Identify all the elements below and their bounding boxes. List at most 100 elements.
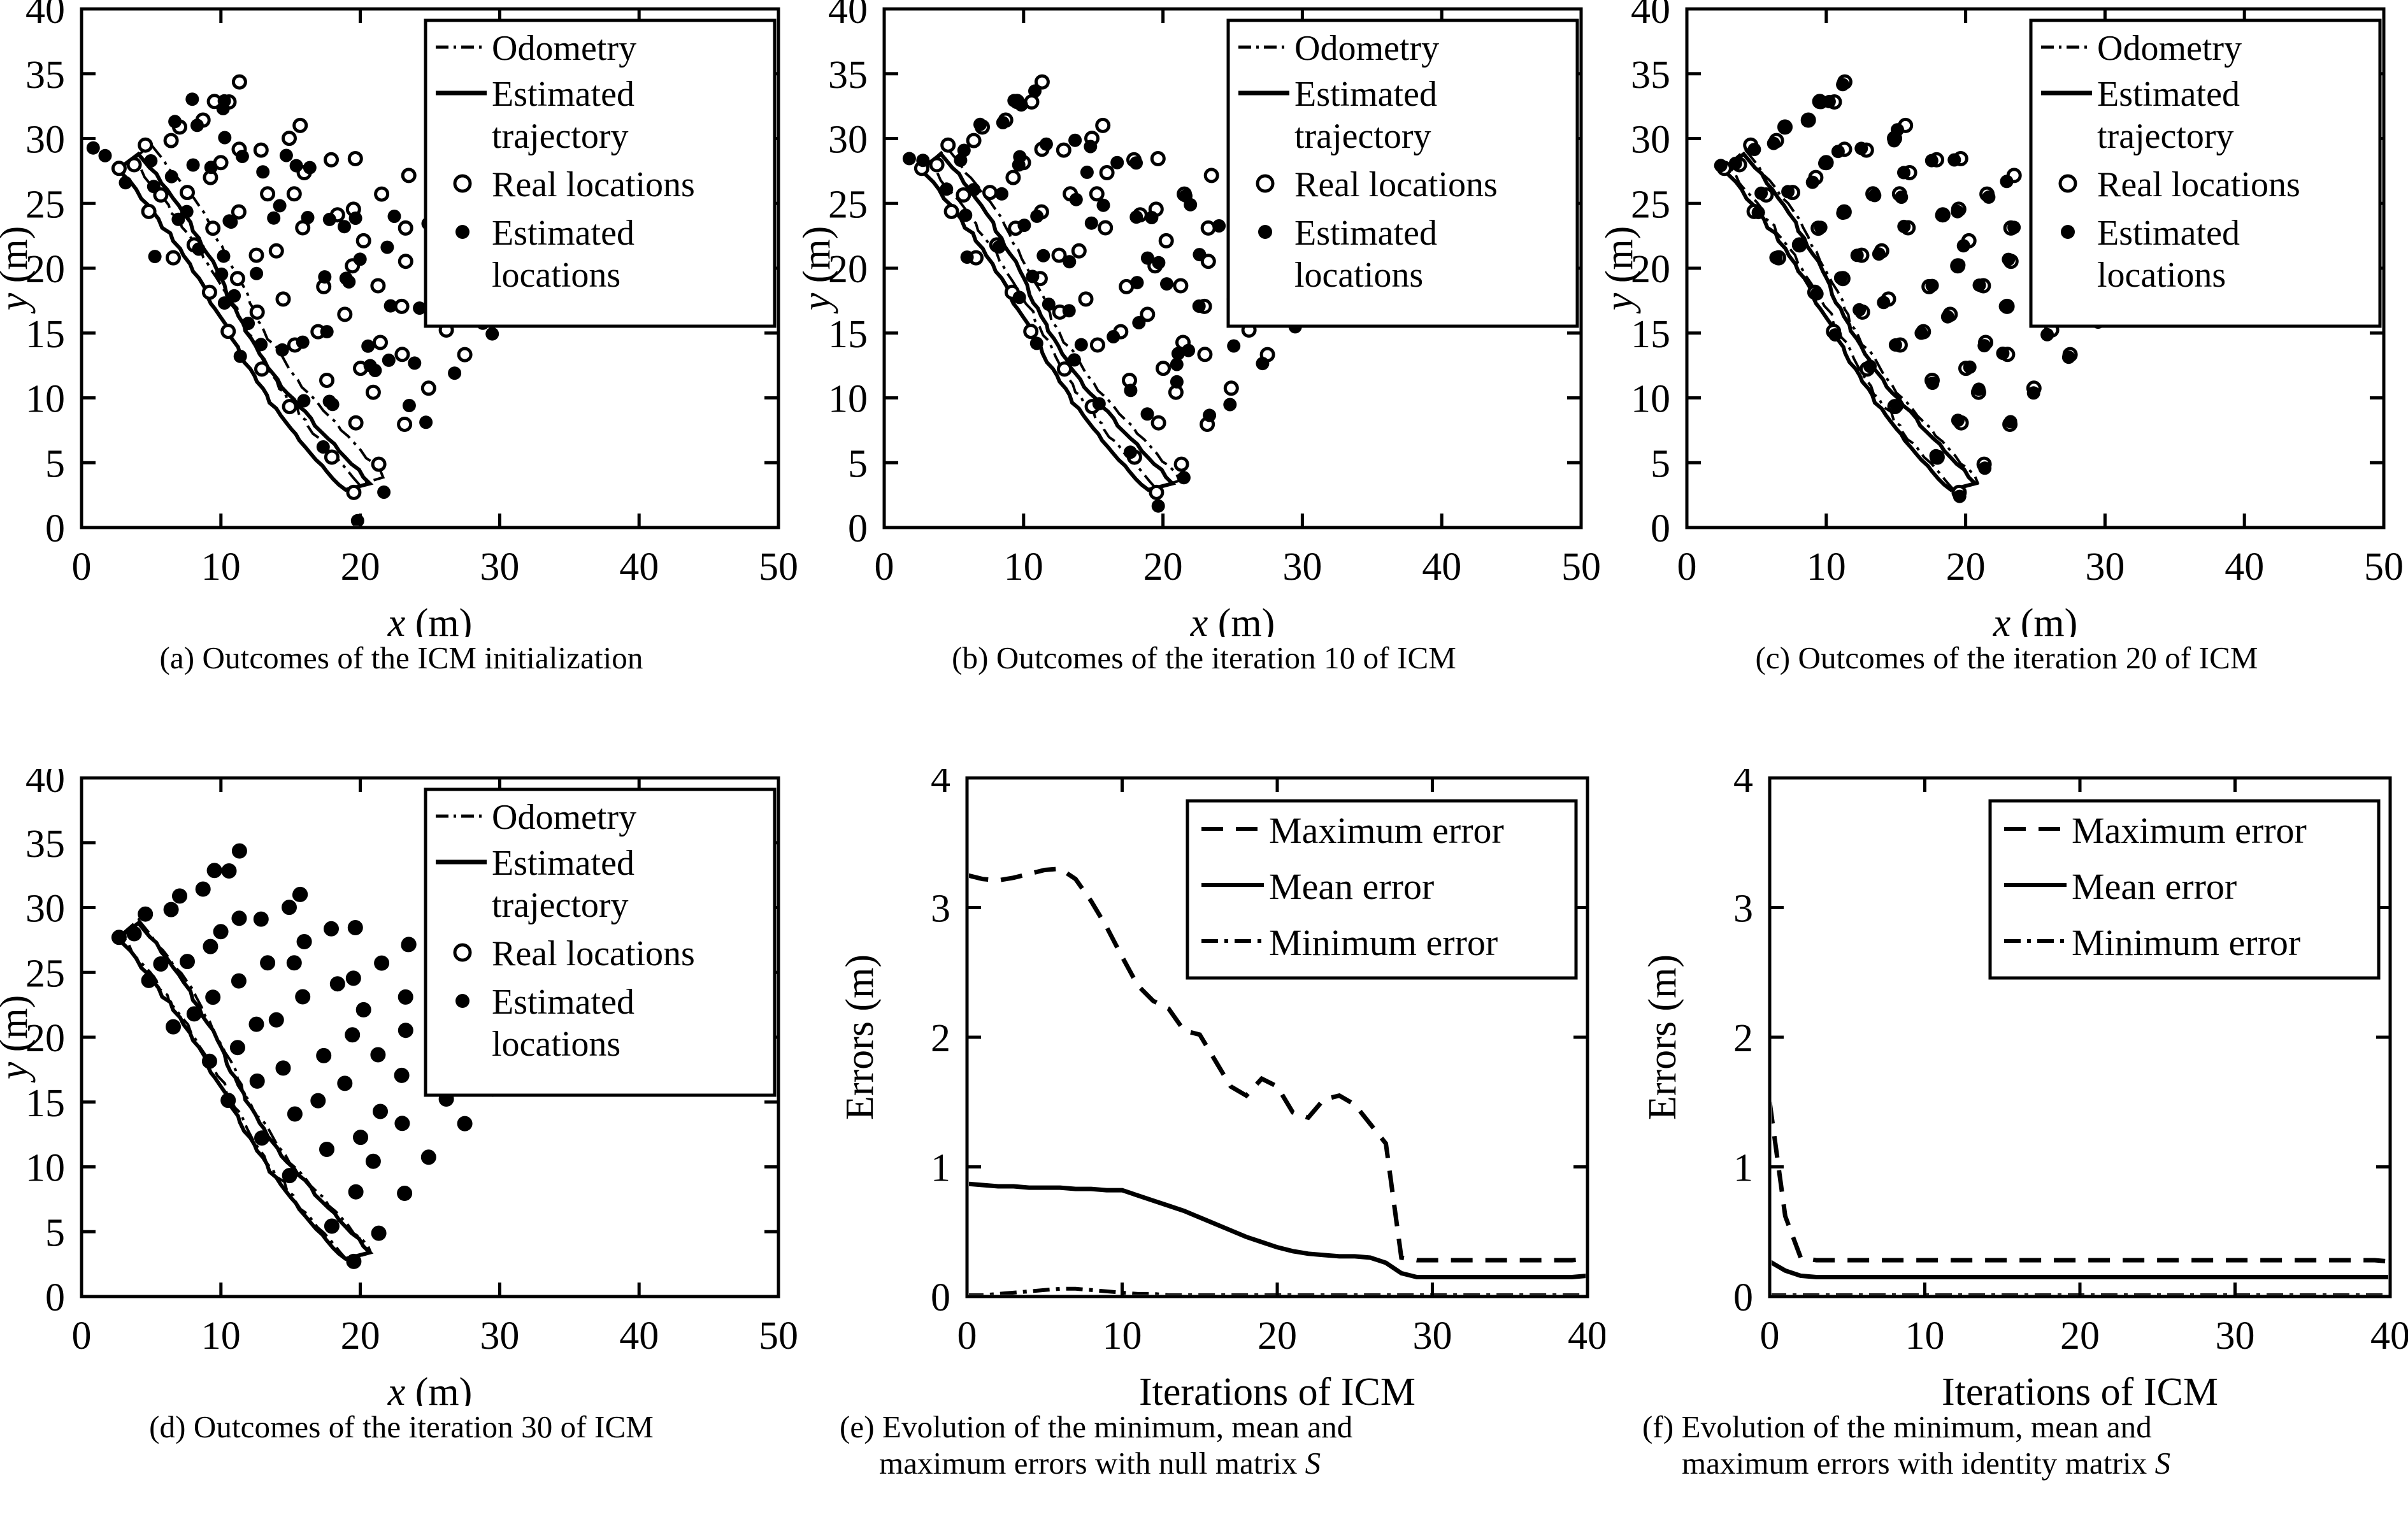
estimated-location-marker <box>317 1049 331 1063</box>
estimated-location-marker <box>967 183 981 197</box>
svg-text:40: 40 <box>1422 545 1461 589</box>
estimated-location-marker <box>2040 327 2054 341</box>
svg-text:0: 0 <box>1733 1276 1753 1319</box>
estimated-location-marker <box>419 415 433 429</box>
estimated-location-marker <box>322 212 336 226</box>
real-location-marker <box>282 131 297 147</box>
estimated-location-marker <box>232 974 246 988</box>
estimated-location-marker <box>1887 134 1901 148</box>
mean-error-line <box>1772 1260 2388 1279</box>
estimated-location-marker <box>185 92 199 106</box>
estimated-location-marker <box>1977 339 1991 353</box>
legend-label-estimated-locations: Estimated <box>2097 213 2240 253</box>
estimated-location-marker <box>1781 185 1795 199</box>
estimated-location-marker <box>256 165 270 179</box>
estimated-location-marker <box>1833 271 1847 285</box>
x-tick-labels: 0 10 20 30 40 50 <box>1677 545 2404 589</box>
estimated-location-marker <box>215 267 229 281</box>
legend-label-estimated-locations: Estimated <box>492 213 634 253</box>
panel-c-plot: 0 10 20 30 40 50 0 5 10 15 20 25 30 35 40 x (m) y (m) Odo… <box>1605 0 2408 637</box>
estimated-location-marker <box>1831 145 1845 159</box>
estimated-location-marker <box>1924 154 1939 168</box>
y-axis-label: Errors (m) <box>1641 954 1684 1120</box>
estimated-location-marker <box>1728 157 1742 170</box>
real-location-marker <box>292 117 308 133</box>
scatter-plot: 0 10 20 30 40 50 0 5 10 15 20 25 30 35 40 x (m) y (m) Odo… <box>1605 0 2408 637</box>
svg-text:10: 10 <box>1631 378 1670 421</box>
estimated-location-marker <box>338 1077 352 1091</box>
estimated-location-marker <box>241 317 255 331</box>
svg-text:20: 20 <box>25 248 65 291</box>
svg-text:35: 35 <box>1631 54 1670 97</box>
legend-label-real-locations: Real locations <box>492 165 695 205</box>
real-location-marker <box>1099 165 1115 180</box>
real-location-marker <box>229 271 245 287</box>
estimated-location-marker <box>1951 413 1965 428</box>
estimated-location-marker <box>164 903 178 917</box>
real-location-marker <box>1173 456 1189 472</box>
legend-label-odometry: Odometry <box>2097 29 2242 68</box>
estimated-location-marker <box>217 296 231 310</box>
estimated-location-marker <box>1890 399 1904 413</box>
axis-ticks <box>965 776 1589 1298</box>
real-location-marker <box>180 185 195 201</box>
estimated-location-marker <box>1926 377 1940 391</box>
estimated-location-marker <box>1925 278 1939 292</box>
estimated-location-marker <box>289 159 303 173</box>
svg-text:x (m): x (m) <box>1190 601 1275 637</box>
panel-b-plot: 0 10 20 30 40 50 0 5 10 15 20 25 30 35 40 x (m) y (m) Odo… <box>803 0 1605 637</box>
estimated-location-marker <box>2003 415 2017 429</box>
estimated-location-marker <box>1836 206 1850 220</box>
real-location-marker <box>1071 243 1087 259</box>
real-location-marker <box>956 187 971 203</box>
estimated-location-marker <box>375 956 389 970</box>
estimated-location-marker <box>372 1227 386 1240</box>
real-location-marker <box>1051 247 1067 263</box>
svg-text:30: 30 <box>480 1314 519 1358</box>
real-location-marker <box>324 152 339 168</box>
estimated-location-marker <box>282 901 296 915</box>
estimated-location-marker <box>2026 386 2040 400</box>
axis-ticks <box>80 7 780 529</box>
real-location-marker <box>337 306 353 322</box>
legend-label-odometry: Odometry <box>492 29 636 68</box>
svg-text:0: 0 <box>1651 507 1670 550</box>
estimated-location-marker <box>1805 175 1819 189</box>
real-location-marker <box>347 151 363 166</box>
svg-text:25: 25 <box>25 183 65 226</box>
estimated-location-marker <box>1998 299 2012 313</box>
y-tick-labels: 0 1 2 3 4 <box>1733 769 1753 1319</box>
panel-e-caption: (e) Evolution of the minimum, mean and m… <box>828 1409 1591 1482</box>
estimated-location-marker <box>297 394 311 408</box>
estimated-location-marker <box>1978 461 1992 475</box>
estimated-location-marker <box>248 1017 262 1031</box>
real-location-marker <box>268 243 284 259</box>
y-axis-label: Errors (m) <box>838 954 882 1120</box>
real-location-marker <box>394 298 410 314</box>
x-tick-labels: 0 10 20 30 40 50 <box>72 1314 799 1358</box>
estimated-location-marker <box>2000 175 2014 189</box>
estimated-location-marker <box>1868 189 1882 203</box>
real-location-marker <box>966 133 982 148</box>
legend-label-estimated-trajectory-line2: trajectory <box>1294 117 1431 156</box>
estimated-location-marker <box>171 212 185 226</box>
estimated-location-marker <box>275 1061 289 1075</box>
svg-text:x (m): x (m) <box>1993 601 2078 637</box>
legend-label-estimated-trajectory-line2: trajectory <box>2097 117 2234 156</box>
estimated-location-marker <box>1013 150 1027 164</box>
svg-text:5: 5 <box>1651 442 1670 485</box>
real-location-marker <box>929 157 945 173</box>
svg-text:20: 20 <box>1946 545 1986 589</box>
error-legend: Maximum error Mean error Minimum error <box>1186 799 1578 980</box>
estimated-location-marker <box>1080 165 1094 179</box>
estimated-location-marker <box>398 1023 412 1037</box>
estimated-location-marker <box>227 289 241 303</box>
estimated-location-marker <box>973 117 987 131</box>
svg-text:40: 40 <box>25 0 65 32</box>
svg-text:5: 5 <box>45 1211 65 1254</box>
estimated-location-marker <box>1028 84 1042 98</box>
estimated-location-marker <box>296 335 310 349</box>
estimated-location-marker <box>208 864 222 877</box>
real-location-marker <box>1140 306 1156 322</box>
y-tick-labels: 0 5 10 15 20 25 30 35 40 <box>1631 0 1670 550</box>
